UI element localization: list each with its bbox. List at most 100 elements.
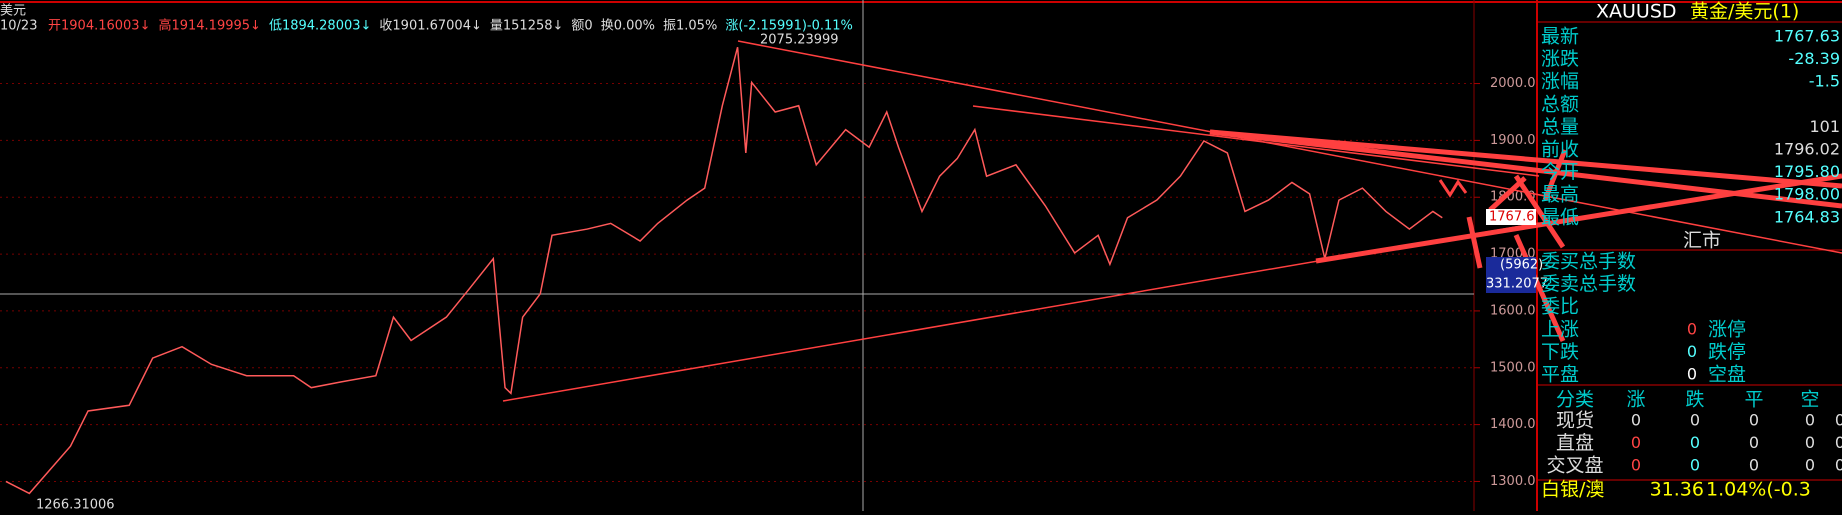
order-label: 委卖总手数 [1541,273,1636,295]
table-cell: 0 [1690,433,1700,452]
table-cell: 0 [1690,411,1700,430]
ticker-name: 白银/澳 [1541,479,1604,501]
breadth-status: 空盘 [1708,363,1746,385]
breadth-status: 跌停 [1708,341,1746,363]
min-label: 1266.31006 [36,498,115,512]
quote-symbol: XAUUSD [1596,1,1677,23]
table-cell: 0 [1749,433,1759,452]
quote-label: 最高 [1541,184,1579,206]
quote-label: 总量 [1541,116,1579,138]
info-item: 换0.00% [601,19,655,34]
breadth-label: 平盘 [1541,363,1579,385]
ticker-price: 31.36 [1650,479,1704,501]
arrow [1513,233,1566,343]
row-label: 交叉盘 [1546,454,1603,476]
trend-line [737,40,1842,254]
quote-value: 1798.00 [1774,185,1840,204]
y-tick-label: 1300.0 [1490,474,1536,489]
breadth-label: 上涨 [1541,319,1579,341]
trend-line [1209,129,1842,209]
quote-label: 最新 [1541,26,1579,48]
breadth-value: 0 [1687,342,1697,361]
quote-label: 总额 [1541,93,1579,115]
table-header: 空 [1800,389,1819,411]
quote-label: 涨幅 [1541,71,1579,93]
info-item: 开1904.16003↓ [48,19,150,34]
breadth-status: 涨停 [1708,319,1746,341]
table-cell: 0 [1835,411,1842,430]
trend-line [1209,129,1842,189]
info-item: 收1901.67004↓ [379,19,481,34]
info-item: 额0 [571,19,592,34]
table-cell: 0 [1749,411,1759,430]
quote-label: 前收 [1541,139,1579,161]
table-cell: 0 [1631,433,1641,452]
arrow [1542,149,1568,201]
quote-value: 1795.80 [1774,162,1840,181]
last-price-box [1486,209,1536,225]
zigzag [1438,179,1468,198]
symbol: 美元 [0,4,26,19]
info-item: 涨(-2.15991)-0.11% [725,19,853,34]
y-tick-label: 2000.0 [1490,76,1536,91]
info-item: 量151258↓ [490,19,564,34]
arrow [1513,174,1566,249]
arrow [1466,216,1483,269]
table-cell: 0 [1805,411,1815,430]
last-price: 1767.6 [1489,210,1535,225]
table-cell: 0 [1749,455,1759,474]
y-tick-label: 1900.0 [1490,133,1536,148]
table-cell: 0 [1835,433,1842,452]
table-cell: 0 [1690,455,1700,474]
quote-value: 1796.02 [1774,140,1840,159]
quote-label: 涨跌 [1541,48,1579,70]
drawings [502,40,1842,402]
trend-line [1315,173,1842,264]
info-item: 高1914.19995↓ [158,18,260,34]
volume-tag: (5962) [1500,258,1543,273]
quote-value: 1764.83 [1774,207,1840,226]
arrow [1488,176,1527,212]
table-cell: 0 [1631,411,1641,430]
table-header: 分类 [1556,389,1594,411]
y-tick-label: 1500.0 [1490,360,1536,375]
table-header: 平 [1744,389,1763,411]
cursor-box [1486,257,1536,293]
cursor-price: 331.2077 [1486,277,1548,292]
trend-line [972,105,1540,177]
quote-name: 黄金/美元(1) [1690,1,1799,23]
order-label: 委比 [1541,295,1579,317]
quote-value: 1767.63 [1774,27,1840,46]
market: 汇市 [1683,230,1721,252]
quote-label: 今开 [1541,161,1579,183]
price-line [5,46,1443,495]
info-item: 振1.05% [663,19,717,34]
y-tick-label: 1400.0 [1490,417,1536,432]
y-tick-label: 1600.0 [1490,303,1536,318]
quote-label: 最低 [1541,206,1579,228]
table-header: 涨 [1626,389,1645,411]
max-label: 2075.23999 [760,33,839,48]
quote-value: -1.5 [1809,72,1840,91]
breadth-value: 0 [1687,320,1697,339]
table-header: 跌 [1685,389,1704,411]
order-label: 委买总手数 [1541,251,1636,273]
table-cell: 0 [1805,455,1815,474]
table-cell: 0 [1835,455,1842,474]
table-cell: 0 [1631,455,1641,474]
quote-value: 101 [1809,117,1840,136]
breadth-value: 0 [1687,364,1697,383]
info-bar: 开1904.16003↓ 高1914.19995↓ 低1894.28003↓ 收190… [48,18,853,34]
row-label: 现货 [1556,410,1594,432]
quote-value: -28.39 [1788,49,1840,68]
breadth-label: 下跌 [1541,341,1579,363]
date: 10/23 [0,19,37,34]
row-label: 直盘 [1556,432,1594,454]
info-item: 低1894.28003↓ [269,19,371,34]
table-cell: 0 [1805,433,1815,452]
ticker-change: 1.04%(-0.3 [1706,479,1811,501]
